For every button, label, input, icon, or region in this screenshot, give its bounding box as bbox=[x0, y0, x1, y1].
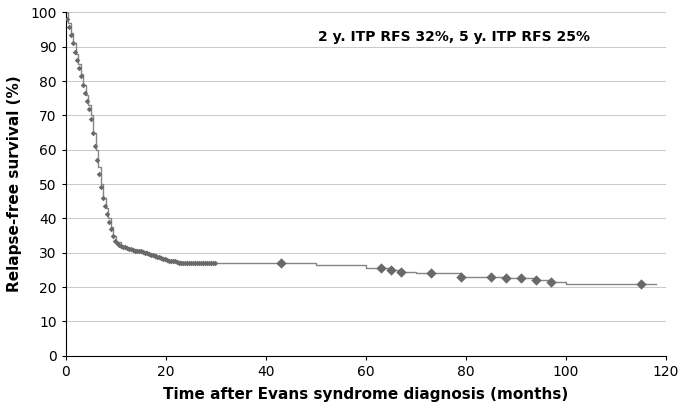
Point bbox=[186, 260, 197, 266]
Point bbox=[156, 255, 167, 261]
Point bbox=[73, 65, 84, 71]
Point bbox=[118, 243, 129, 250]
Point bbox=[120, 244, 131, 251]
Point bbox=[70, 48, 81, 55]
Point bbox=[191, 260, 202, 266]
Point bbox=[96, 184, 107, 190]
Point bbox=[530, 277, 541, 283]
Point bbox=[112, 240, 123, 247]
Point bbox=[395, 268, 406, 275]
Point bbox=[198, 260, 209, 266]
Point bbox=[82, 98, 93, 104]
Point bbox=[154, 254, 165, 261]
Point bbox=[275, 260, 286, 266]
Point bbox=[208, 260, 219, 266]
Point bbox=[162, 257, 173, 263]
Point bbox=[167, 258, 178, 265]
Point bbox=[190, 260, 201, 266]
Point bbox=[66, 32, 77, 38]
Point bbox=[158, 256, 169, 262]
Point bbox=[375, 265, 386, 272]
Point bbox=[176, 260, 187, 266]
Point bbox=[386, 267, 397, 273]
X-axis label: Time after Evans syndrome diagnosis (months): Time after Evans syndrome diagnosis (mon… bbox=[163, 387, 569, 402]
Point bbox=[425, 270, 436, 276]
Point bbox=[106, 225, 117, 232]
Point bbox=[110, 238, 121, 244]
Point bbox=[210, 260, 221, 266]
Point bbox=[99, 203, 110, 209]
Point bbox=[196, 260, 206, 266]
Point bbox=[84, 106, 95, 112]
Point bbox=[94, 171, 105, 177]
Point bbox=[75, 73, 86, 80]
Point bbox=[114, 242, 125, 248]
Point bbox=[90, 143, 101, 150]
Point bbox=[206, 260, 217, 266]
Point bbox=[500, 275, 511, 282]
Point bbox=[172, 258, 182, 265]
Point bbox=[88, 129, 99, 136]
Point bbox=[134, 248, 145, 254]
Point bbox=[147, 252, 158, 258]
Point bbox=[97, 195, 108, 201]
Point bbox=[128, 247, 139, 254]
Point bbox=[178, 260, 189, 266]
Point bbox=[126, 246, 137, 253]
Point bbox=[204, 260, 215, 266]
Point bbox=[138, 249, 149, 255]
Point bbox=[72, 56, 83, 63]
Point bbox=[108, 232, 119, 239]
Point bbox=[166, 258, 177, 265]
Y-axis label: Relapse-free survival (%): Relapse-free survival (%) bbox=[7, 76, 22, 292]
Text: 2 y. ITP RFS 32%, 5 y. ITP RFS 25%: 2 y. ITP RFS 32%, 5 y. ITP RFS 25% bbox=[318, 29, 590, 44]
Point bbox=[182, 260, 193, 266]
Point bbox=[545, 279, 556, 285]
Point bbox=[80, 90, 91, 96]
Point bbox=[104, 218, 115, 225]
Point bbox=[184, 260, 195, 266]
Point bbox=[102, 211, 113, 218]
Point bbox=[144, 251, 155, 257]
Point bbox=[78, 81, 88, 88]
Point bbox=[174, 259, 185, 266]
Point bbox=[193, 260, 204, 266]
Point bbox=[200, 260, 211, 266]
Point bbox=[64, 24, 75, 30]
Point bbox=[130, 247, 141, 254]
Point bbox=[145, 252, 156, 258]
Point bbox=[202, 260, 213, 266]
Point bbox=[92, 157, 103, 163]
Point bbox=[485, 274, 496, 280]
Point bbox=[515, 275, 526, 282]
Point bbox=[456, 274, 466, 280]
Point bbox=[123, 245, 134, 252]
Point bbox=[169, 258, 180, 265]
Point bbox=[136, 248, 147, 254]
Point bbox=[188, 260, 199, 266]
Point bbox=[150, 253, 161, 259]
Point bbox=[160, 256, 171, 263]
Point bbox=[116, 243, 127, 249]
Point bbox=[68, 40, 79, 47]
Point bbox=[635, 280, 646, 287]
Point bbox=[62, 16, 73, 22]
Point bbox=[180, 260, 191, 266]
Point bbox=[152, 254, 163, 260]
Point bbox=[121, 245, 132, 252]
Point bbox=[142, 250, 153, 256]
Point bbox=[140, 249, 151, 256]
Point bbox=[132, 248, 143, 254]
Point bbox=[86, 116, 97, 122]
Point bbox=[164, 258, 175, 264]
